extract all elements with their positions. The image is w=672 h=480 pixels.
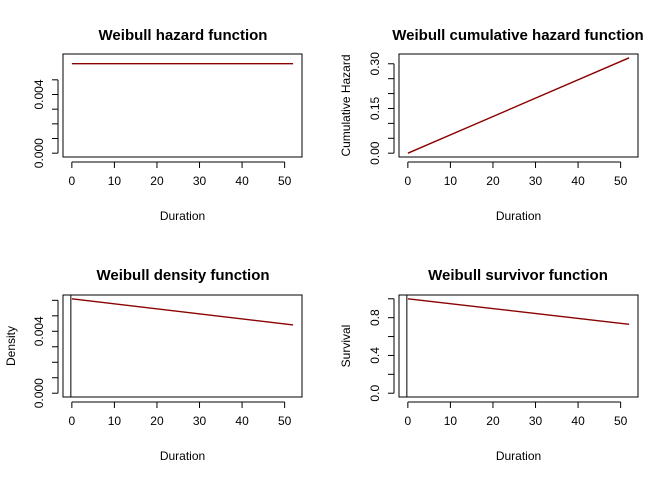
x-tick-label: 0 [405,174,412,188]
y-axis-label: Survival [339,325,353,368]
x-tick-label: 40 [571,174,585,188]
x-tick-label: 0 [69,174,76,188]
chart-title: Weibull density function [96,267,269,284]
series-line [71,298,294,326]
x-tick-label: 30 [193,174,207,188]
x-tick-label: 20 [150,414,164,428]
x-axis-label: Duration [496,209,541,223]
y-tick-label: 0.004 [32,316,46,346]
chart-panel-2: Weibull cumulative hazard function 0 10 20 3… [339,27,644,223]
x-tick-label: 50 [614,414,628,428]
x-tick-label: 10 [108,174,122,188]
x-tick-label: 30 [529,174,543,188]
x-tick-label: 10 [108,414,122,428]
x-tick-label: 50 [278,174,292,188]
x-axis-label: Duration [160,449,205,463]
y-tick-label: 0.004 [32,79,46,109]
plot-frame [398,53,639,158]
x-tick-label: 30 [529,414,543,428]
x-tick-label: 0 [69,414,76,428]
chart-panel-1: Weibull hazard function 0 10 20 30 40 50 0.000 0… [32,27,303,223]
x-axis-label: Duration [496,449,541,463]
y-tick-label: 0.000 [32,138,46,168]
y-tick-label: 0.15 [368,96,382,120]
series-line [407,298,630,325]
x-axis-label: Duration [160,209,205,223]
y-axis-label: Cumulative Hazard [339,54,353,156]
y-tick-label: 0.30 [368,52,382,76]
chart-title: Weibull cumulative hazard function [392,27,643,44]
x-tick-label: 30 [193,414,207,428]
x-tick-label: 40 [571,414,585,428]
chart-title: Weibull survivor function [428,267,608,284]
x-tick-label: 20 [486,414,500,428]
series-line [407,57,630,154]
y-tick-label: 0.8 [368,309,382,326]
y-tick-label: 0.000 [32,378,46,408]
x-tick-label: 10 [444,414,458,428]
x-tick-label: 20 [486,174,500,188]
x-tick-label: 50 [614,174,628,188]
y-tick-label: 0.00 [368,141,382,165]
x-tick-label: 50 [278,414,292,428]
chart-title: Weibull hazard function [99,27,268,44]
chart-panel-4: Weibull survivor function 0 10 20 30 40 50 0.0 0… [339,267,639,463]
x-tick-label: 20 [150,174,164,188]
chart-panel-3: Weibull density function 0 10 20 30 40 50 0.000… [4,267,303,463]
y-tick-label: 0.4 [368,347,382,364]
x-tick-label: 10 [444,174,458,188]
plot-frame [62,294,303,398]
plot-frame [398,294,639,398]
plot-frame [62,53,303,158]
x-tick-label: 0 [405,414,412,428]
y-axis-label: Density [4,326,18,366]
y-tick-label: 0.0 [368,385,382,402]
x-tick-label: 40 [235,174,249,188]
x-tick-label: 40 [235,414,249,428]
